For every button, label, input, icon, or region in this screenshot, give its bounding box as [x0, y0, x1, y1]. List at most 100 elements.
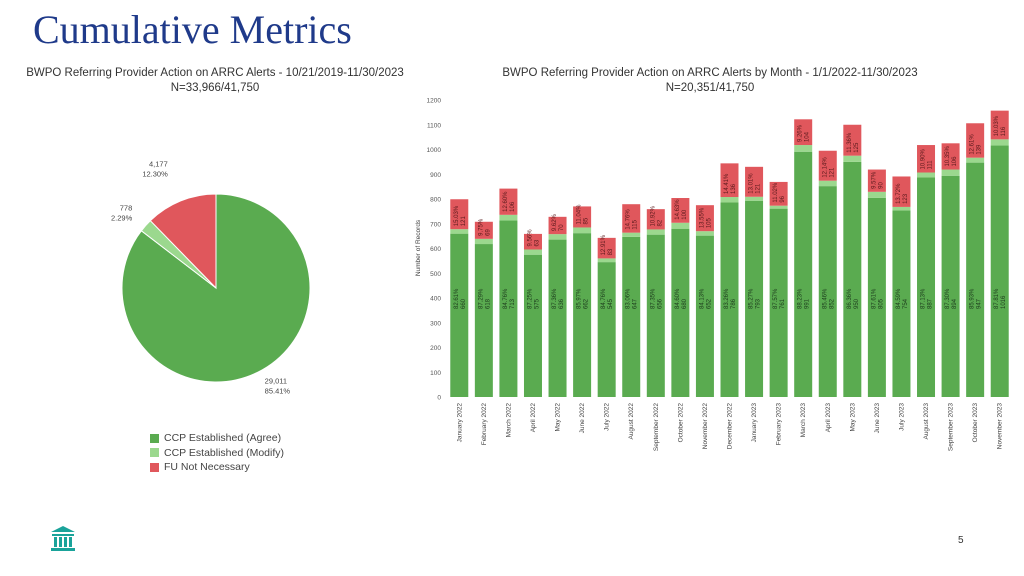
x-tick-label: August 2023 — [923, 403, 930, 440]
bar-segment-fu — [990, 110, 1009, 140]
bar-agree-pct-label: 85.46% — [822, 288, 828, 309]
bar-agree-count-label: 887 — [928, 298, 934, 309]
bar-fu-pct-label: 9.26% — [798, 124, 804, 142]
bar-agree-pct-label: 85.97% — [577, 288, 583, 309]
bar-fu-pct-label: 12.91% — [601, 234, 607, 255]
bar-title-line: BWPO Referring Provider Action on ARRC A… — [502, 67, 918, 79]
bar-agree-count-label: 852 — [829, 298, 835, 309]
bar-segment-fu — [745, 166, 764, 197]
y-tick-label: 1000 — [427, 147, 442, 154]
bar-fu-count-label: 115 — [633, 219, 639, 229]
bar-segment-agree — [966, 162, 985, 397]
bar-agree-pct-label: 84.76% — [601, 288, 607, 309]
bar-fu-count-label: 106 — [510, 201, 516, 212]
bar-agree-pct-label: 83.06% — [626, 288, 632, 309]
bar-agree-pct-label: 87.25% — [527, 288, 533, 309]
bar-segment-fu — [573, 206, 592, 228]
bar-fu-pct-label: 14.41% — [724, 173, 730, 194]
x-tick-label: January 2023 — [751, 403, 758, 443]
bar-fu-count-label: 82 — [657, 219, 663, 226]
bar-segment-fu — [548, 216, 567, 235]
bar-fu-count-label: 106 — [952, 156, 958, 167]
bar-segment-modify — [499, 214, 518, 221]
bar-fu-pct-label: 9.75% — [478, 218, 484, 236]
bar-segment-fu — [892, 176, 911, 207]
bar-segment-modify — [966, 157, 985, 163]
bar-fu-pct-label: 12.60% — [503, 191, 509, 212]
bar-segment-fu — [523, 233, 542, 250]
y-tick-label: 100 — [430, 370, 441, 377]
bar-fu-pct-label: 15.03% — [454, 205, 460, 226]
bar-segment-agree — [646, 234, 665, 397]
bar-segment-agree — [867, 197, 886, 397]
bar-fu-count-label: 96 — [780, 195, 786, 202]
bar-segment-modify — [917, 172, 936, 178]
pie-legend: CCP Established (Agree) CCP Established … — [150, 431, 284, 475]
bar-agree-pct-label: 84.13% — [699, 288, 705, 309]
bar-fu-pct-label: 14.76% — [626, 209, 632, 230]
bar-segment-fu — [818, 150, 837, 181]
bar-agree-count-label: 761 — [780, 298, 786, 309]
bar-fu-count-label: 70 — [559, 224, 565, 231]
bar-fu-pct-label: 11.04% — [577, 204, 583, 225]
x-tick-label: November 2023 — [997, 403, 1004, 450]
bar-segment-fu — [966, 123, 985, 158]
bar-segment-agree — [573, 233, 592, 397]
x-tick-label: June 2023 — [874, 403, 881, 434]
x-tick-label: January 2022 — [456, 403, 463, 443]
x-tick-label: September 2023 — [948, 403, 955, 451]
bar-segment-fu — [671, 198, 690, 223]
x-tick-label: September 2022 — [653, 403, 660, 451]
bar-fu-count-label: 116 — [1001, 126, 1007, 136]
pie-count-label: 4,177 — [149, 159, 168, 168]
bar-agree-count-label: 545 — [608, 298, 614, 309]
pie-chart-title: BWPO Referring Provider Action on ARRC A… — [20, 66, 410, 96]
bar-fu-pct-label: 10.92% — [650, 205, 656, 226]
page-number: 5 — [958, 535, 964, 546]
pie-count-label: 29,011 — [265, 377, 287, 386]
bar-segment-modify — [745, 196, 764, 201]
bar-agree-pct-label: 87.61% — [871, 288, 877, 309]
bar-segment-agree — [892, 210, 911, 397]
legend-item-modify: CCP Established (Modify) — [150, 446, 284, 461]
bar-segment-agree — [450, 233, 469, 397]
x-tick-label: October 2023 — [972, 403, 979, 443]
bar-agree-pct-label: 85.27% — [749, 288, 755, 309]
bar-agree-count-label: 647 — [633, 298, 639, 309]
pie-title-line: BWPO Referring Provider Action on ARRC A… — [26, 67, 404, 79]
y-tick-label: 700 — [430, 221, 441, 228]
bar-segment-agree — [523, 254, 542, 397]
legend-item-fu: FU Not Necessary — [150, 460, 284, 475]
bar-agree-count-label: 805 — [878, 298, 884, 309]
slide-title: Cumulative Metrics — [33, 7, 352, 52]
bar-segment-agree — [769, 208, 788, 397]
bar-fu-pct-label: 9.57% — [871, 171, 877, 189]
bar-agree-pct-label: 87.36% — [552, 288, 558, 309]
bar-agree-pct-label: 87.81% — [994, 288, 1000, 309]
bar-segment-fu — [695, 205, 714, 232]
bar-fu-count-label: 121 — [756, 183, 762, 194]
bar-agree-pct-label: 87.35% — [650, 288, 656, 309]
bar-fu-count-label: 104 — [805, 131, 811, 142]
pie-subtitle-line: N=33,966/41,750 — [170, 82, 260, 94]
bar-agree-pct-label: 84.60% — [675, 288, 681, 309]
bar-fu-count-label: 69 — [485, 229, 491, 236]
bar-agree-count-label: 660 — [461, 298, 467, 309]
bar-agree-pct-label: 88.23% — [798, 288, 804, 309]
bar-segment-modify — [474, 238, 493, 245]
bar-segment-modify — [818, 180, 837, 187]
bar-agree-count-label: 786 — [731, 298, 737, 309]
x-tick-label: March 2023 — [800, 403, 807, 438]
legend-swatch-agree — [150, 433, 159, 443]
bar-agree-pct-label: 87.57% — [773, 288, 779, 309]
bar-segment-modify — [843, 155, 862, 162]
bar-segment-modify — [671, 222, 690, 229]
bar-fu-count-label: 121 — [829, 167, 835, 178]
bar-segment-modify — [892, 206, 911, 211]
bar-agree-count-label: 662 — [584, 298, 590, 309]
bar-chart-title: BWPO Referring Provider Action on ARRC A… — [430, 66, 990, 96]
bar-agree-pct-label: 87.30% — [945, 288, 951, 309]
x-tick-label: July 2022 — [604, 403, 611, 431]
pie-pct-label: 85.41% — [265, 387, 291, 396]
bar-segment-agree — [818, 186, 837, 397]
